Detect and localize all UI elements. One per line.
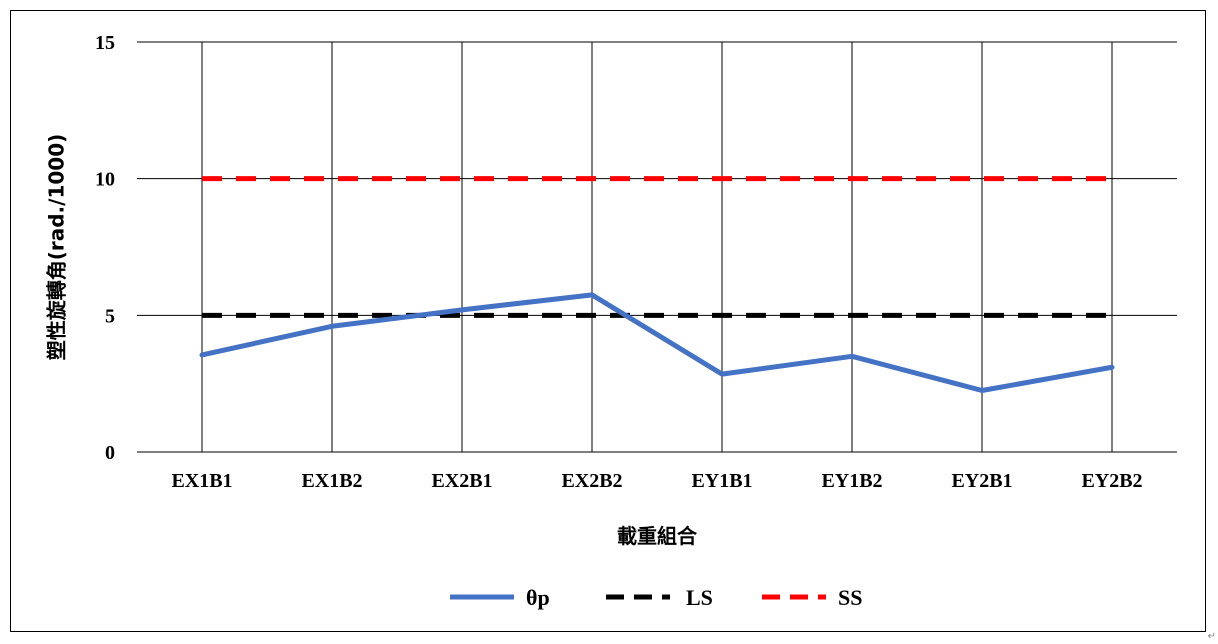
x-tick-label: EX2B1 (431, 470, 492, 492)
legend-label: LS (686, 585, 713, 610)
legend-label: θp (526, 585, 550, 610)
x-tick-label: EX2B2 (561, 470, 622, 492)
x-tick-label: EY2B1 (951, 470, 1012, 492)
y-tick-label: 0 (105, 442, 115, 464)
y-tick-label: 5 (105, 305, 115, 327)
series-layer (199, 176, 1115, 393)
x-tick-label: EX1B2 (301, 470, 362, 492)
x-tick-label: EY2B2 (1081, 470, 1142, 492)
y-tick-label: 15 (95, 32, 115, 54)
y-tick-label: 10 (95, 169, 115, 191)
x-tick-labels: EX1B1 EX1B2 EX2B1 EX2B2 EY1B1 EY1B2 EY2B1 EY2B2 (171, 470, 1142, 492)
grid-layer (137, 41, 1177, 453)
y-axis-title: 塑性旋轉角(rad./1000) (45, 134, 69, 361)
chart-frame (10, 10, 1206, 632)
legend-label: SS (838, 585, 862, 610)
x-tick-label: EX1B1 (171, 470, 232, 492)
y-tick-labels: 0 5 10 15 (95, 32, 115, 464)
x-tick-label: EY1B2 (821, 470, 882, 492)
legend: θp LS SS (450, 585, 862, 610)
x-axis-title: 載重組合 (617, 524, 698, 548)
paragraph-mark-icon: ↵ (1207, 631, 1216, 642)
x-tick-label: EY1B1 (691, 470, 752, 492)
series-line-θp (199, 292, 1115, 393)
